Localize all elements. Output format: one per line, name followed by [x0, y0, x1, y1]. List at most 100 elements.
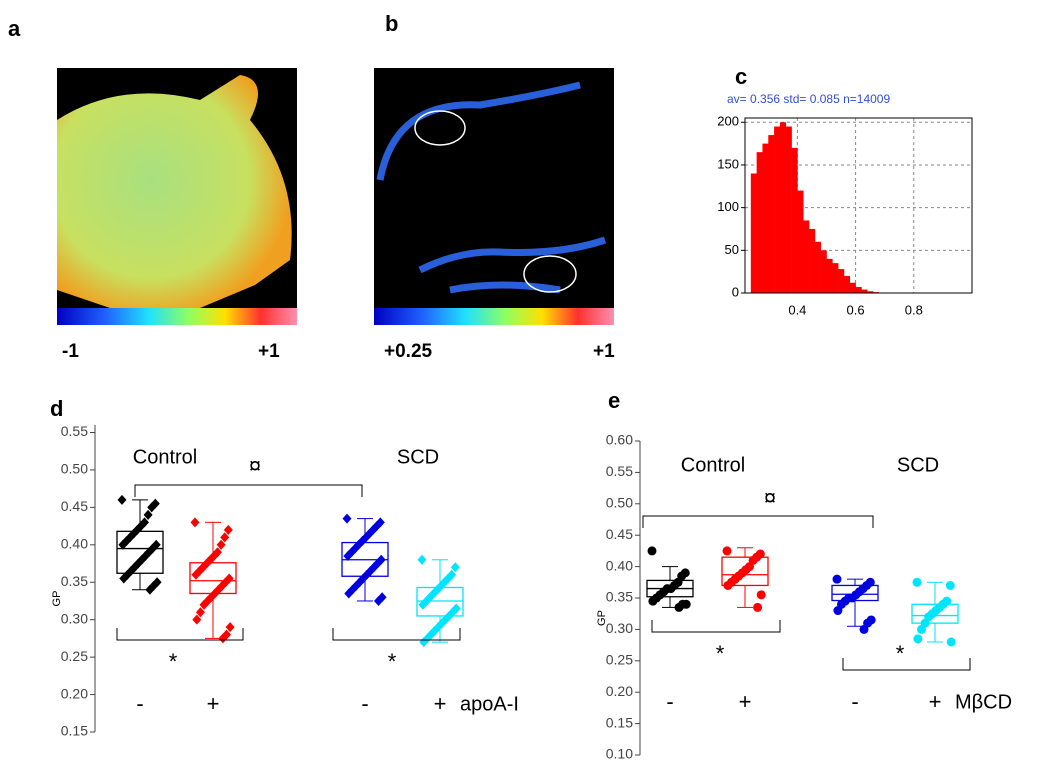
bracket [332, 628, 461, 641]
y-tick-label: 0.55 [61, 423, 88, 439]
category-label: - [666, 689, 673, 714]
panel-label: d [50, 396, 63, 421]
data-point [216, 539, 226, 550]
group-label: Control [133, 446, 197, 468]
data-point [223, 524, 233, 535]
y-tick-label: 0.60 [606, 432, 633, 448]
data-point [674, 602, 684, 612]
data-point [343, 551, 353, 562]
colorbar-b [374, 308, 614, 325]
histogram-bar [756, 152, 763, 293]
data-point [191, 569, 201, 580]
y-tick-label: 0.20 [61, 685, 88, 701]
significance: * [388, 649, 397, 674]
data-point [147, 502, 157, 513]
category-label: + [434, 691, 447, 716]
y-tick-label: 0.10 [606, 746, 633, 760]
data-point [192, 614, 202, 625]
data-point [648, 596, 658, 606]
histogram-bar [855, 287, 862, 293]
category-label: - [361, 691, 368, 716]
data-point [912, 577, 922, 587]
significance: * [896, 641, 905, 666]
colorbar-label: +1 [593, 341, 615, 362]
histogram-bar [861, 289, 868, 293]
y-tick-label: 0 [732, 284, 739, 299]
data-point [833, 606, 843, 616]
data-point [118, 539, 128, 550]
category-label: - [136, 691, 143, 716]
y-tick-label: 0.35 [606, 589, 633, 605]
y-tick-label: 0.40 [61, 536, 88, 552]
treatment-label: MβCD [955, 691, 1012, 713]
colorbar-a [57, 308, 297, 325]
data-point [190, 517, 200, 528]
data-point [119, 573, 129, 584]
histogram-bar [849, 282, 856, 293]
group-label: SCD [397, 446, 439, 468]
y-tick-label: 0.50 [61, 461, 88, 477]
membrane-b [376, 81, 607, 294]
y-axis-label: GP [596, 610, 608, 626]
data-point [195, 607, 205, 618]
bracket [842, 658, 971, 671]
y-tick-label: 0.45 [606, 526, 633, 542]
treatment-label: apoA-I [460, 693, 519, 715]
data-point [832, 574, 842, 584]
y-tick-label: 0.50 [606, 495, 633, 511]
x-tick-label: 0.8 [905, 302, 923, 317]
category-label: - [851, 689, 858, 714]
colorbar-label: +0.25 [384, 341, 433, 362]
y-tick-label: 0.15 [606, 714, 633, 730]
histogram-title: av= 0.356 std= 0.085 n=14009 [727, 92, 890, 106]
data-point [145, 584, 155, 595]
significance: ¤ [249, 453, 261, 478]
histogram-bar [803, 220, 810, 293]
y-tick-label: 0.30 [61, 610, 88, 626]
data-point [220, 532, 230, 543]
y-tick-label: 0.55 [606, 463, 633, 479]
y-tick-label: 0.15 [61, 723, 88, 739]
roi [523, 255, 577, 293]
data-point [117, 494, 127, 505]
histogram-bar [779, 122, 787, 293]
data-point [225, 622, 235, 633]
bracket [642, 515, 874, 528]
y-axis-label: GP [51, 591, 63, 607]
histogram-bar [843, 275, 851, 293]
data-point [218, 633, 228, 644]
bracket [651, 620, 781, 633]
histogram-bar [820, 250, 827, 293]
significance: * [716, 641, 725, 666]
y-tick-label: 0.30 [606, 620, 633, 636]
histogram-bar [867, 291, 874, 293]
histogram-bar [791, 147, 798, 293]
data-point [859, 624, 869, 634]
data-point [913, 634, 923, 644]
histogram-bar [814, 241, 821, 293]
y-tick-label: 0.25 [606, 652, 633, 668]
histogram-bar [809, 228, 816, 293]
plot-frame [744, 117, 973, 294]
data-point [374, 595, 383, 606]
histogram-bar [750, 173, 757, 293]
data-point [125, 532, 135, 543]
histogram-bar [832, 263, 839, 293]
histogram-bar [768, 135, 775, 293]
data-point [753, 602, 763, 612]
colorbar-label: +1 [258, 341, 280, 362]
category-label: + [207, 691, 220, 716]
category-label: + [929, 689, 942, 714]
panel-label: b [385, 11, 398, 36]
data-point [917, 624, 926, 634]
box [416, 586, 464, 617]
bracket [116, 628, 244, 641]
data-point [756, 590, 766, 600]
data-point [342, 513, 352, 524]
histogram-bar [785, 126, 792, 293]
y-tick-label: 0.45 [61, 498, 88, 514]
histogram-bar [838, 269, 845, 293]
data-point [450, 562, 460, 573]
data-point [417, 554, 427, 565]
group-label: SCD [897, 454, 939, 476]
